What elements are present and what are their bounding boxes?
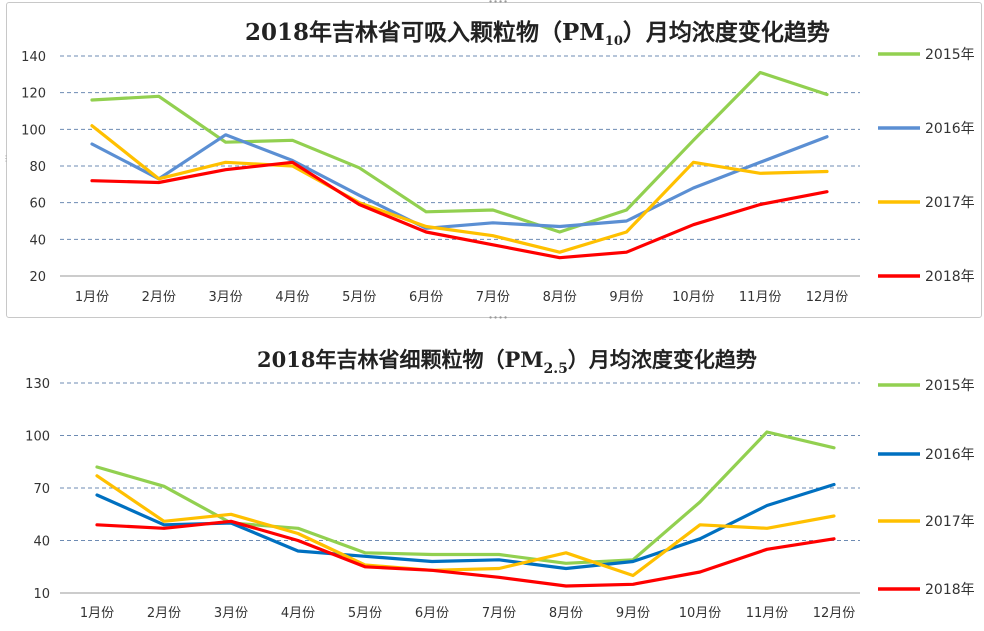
chart-title: 2018年吉林省细颗粒物（PM2.5）月均浓度变化趋势 (257, 347, 757, 377)
x-tick-label: 12月份 (806, 290, 849, 305)
x-tick-label: 9月份 (609, 290, 643, 305)
x-tick-label: 5月份 (342, 290, 376, 305)
x-tick-label: 6月份 (409, 290, 443, 305)
y-tick-label: 100 (25, 430, 50, 445)
chart-title: 2018年吉林省可吸入颗粒物（PM10）月均浓度变化趋势 (245, 19, 830, 49)
series-line-2015年 (90, 70, 829, 234)
y-tick-label: 20 (29, 270, 46, 285)
y-tick-label: 40 (33, 535, 50, 550)
x-tick-label: 12月份 (813, 606, 856, 621)
x-tick-label: 10月份 (672, 290, 715, 305)
resize-handle-left[interactable]: ⋮ (2, 154, 10, 163)
series-line-2015年 (95, 430, 836, 565)
legend-label: 2015年 (925, 378, 975, 394)
x-tick-label: 9月份 (616, 606, 650, 621)
y-tick-label: 40 (29, 233, 46, 248)
x-tick-label: 10月份 (679, 606, 722, 621)
chart-title-subscript: 10 (605, 34, 623, 49)
x-tick-label: 4月份 (281, 606, 315, 621)
legend-label: 2018年 (925, 582, 975, 598)
y-tick-label: 140 (21, 50, 46, 65)
x-tick-label: 6月份 (415, 606, 449, 621)
chart-title-suffix: ）月均浓度变化趋势 (623, 19, 830, 46)
y-tick-label: 120 (21, 87, 46, 102)
chart-title-subscript: 2.5 (543, 361, 567, 377)
x-tick-label: 11月份 (739, 290, 782, 305)
y-tick-label: 80 (29, 160, 46, 175)
chart-title-main: 2018年吉林省细颗粒物（PM (257, 347, 543, 372)
y-tick-label: 10 (33, 587, 50, 602)
x-tick-label: 3月份 (214, 606, 248, 621)
legend-label: 2018年 (925, 269, 975, 285)
y-tick-label: 60 (29, 197, 46, 212)
y-tick-label: 70 (33, 482, 50, 497)
chart-title-main: 2018年吉林省可吸入颗粒物（PM (245, 19, 605, 46)
x-tick-label: 2月份 (147, 606, 181, 621)
legend-label: 2017年 (925, 195, 975, 211)
resize-handle-bottom[interactable]: ∙∙∙∙ (488, 313, 509, 322)
series-line-2017年 (95, 474, 836, 578)
x-tick-label: 7月份 (476, 290, 510, 305)
pm10-chart: ∙∙∙∙ ⋮ ∙∙∙∙ 2018年吉林省可吸入颗粒物（PM10）月均浓度变化趋势… (2, 0, 982, 322)
y-tick-label: 100 (21, 123, 46, 138)
legend-label: 2016年 (925, 121, 975, 137)
x-tick-label: 1月份 (80, 606, 114, 621)
x-tick-label: 11月份 (746, 606, 789, 621)
chart-title-suffix: ）月均浓度变化趋势 (568, 347, 757, 372)
y-tick-label: 130 (25, 377, 50, 392)
x-tick-label: 5月份 (348, 606, 382, 621)
x-tick-label: 8月份 (549, 606, 583, 621)
legend-label: 2015年 (925, 47, 975, 63)
chart-frame[interactable] (6, 2, 982, 318)
x-tick-label: 7月份 (482, 606, 516, 621)
resize-handle-top[interactable]: ∙∙∙∙ (488, 0, 509, 6)
series-line-2018年 (90, 160, 829, 260)
series-line-2016年 (90, 133, 829, 230)
x-tick-label: 2月份 (142, 290, 176, 305)
x-tick-label: 1月份 (75, 290, 109, 305)
x-tick-label: 8月份 (543, 290, 577, 305)
pm25-chart: 2018年吉林省细颗粒物（PM2.5）月均浓度变化趋势 10 40 70 100 130 1… (0, 322, 984, 631)
series-line-2017年 (90, 124, 829, 254)
series-line-2018年 (95, 519, 836, 588)
pm25-chart-svg: 2018年吉林省细颗粒物（PM2.5）月均浓度变化趋势 10 40 70 100 130 1… (25, 347, 975, 621)
legend-label: 2017年 (925, 514, 975, 530)
x-tick-label: 4月份 (275, 290, 309, 305)
legend-label: 2016年 (925, 447, 975, 463)
x-tick-label: 3月份 (208, 290, 242, 305)
pm10-chart-svg: 2018年吉林省可吸入颗粒物（PM10）月均浓度变化趋势 20 40 60 80 100 1… (21, 19, 975, 305)
